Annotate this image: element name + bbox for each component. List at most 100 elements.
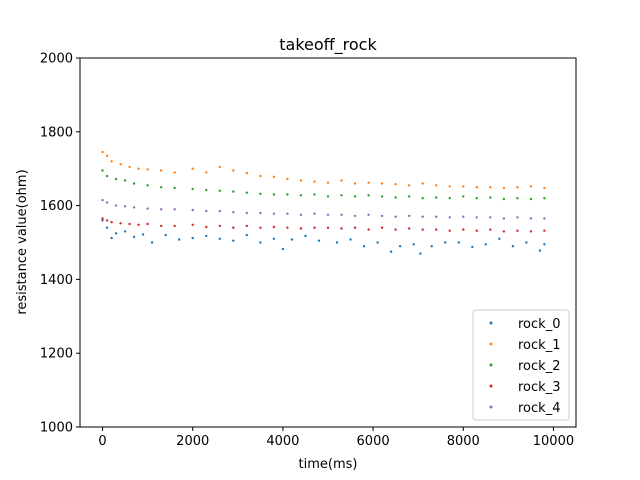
data-point xyxy=(119,163,122,166)
data-point xyxy=(430,245,433,248)
data-point xyxy=(529,217,533,220)
data-point xyxy=(259,174,262,178)
data-point xyxy=(245,211,248,215)
y-tick-label: 1000 xyxy=(40,421,73,436)
data-point xyxy=(525,241,528,244)
data-point xyxy=(516,216,519,219)
data-point xyxy=(484,243,487,246)
data-point xyxy=(394,196,397,199)
data-point xyxy=(160,186,163,189)
data-point xyxy=(290,238,294,241)
plot-frame xyxy=(79,57,577,428)
data-point xyxy=(110,221,113,224)
data-point xyxy=(259,211,262,215)
data-point xyxy=(101,150,104,154)
data-point xyxy=(380,214,384,218)
data-point xyxy=(421,182,424,185)
data-point xyxy=(191,167,194,170)
data-point xyxy=(281,247,285,251)
data-point xyxy=(101,219,104,222)
data-point xyxy=(146,207,149,210)
data-point xyxy=(232,239,235,242)
data-point xyxy=(367,181,370,184)
y-axis-label: resistance value(ohm) xyxy=(15,169,30,314)
data-point xyxy=(543,186,546,190)
data-point xyxy=(114,177,118,181)
data-point xyxy=(326,181,330,184)
data-point xyxy=(218,224,221,228)
data-point xyxy=(272,193,276,196)
y-tick-label: 1400 xyxy=(40,273,73,288)
data-point xyxy=(299,194,303,197)
data-point xyxy=(173,224,176,228)
legend-entry: rock_3 xyxy=(518,380,560,395)
y-tick-label: 1800 xyxy=(40,125,73,140)
data-point xyxy=(489,196,492,199)
data-point xyxy=(205,225,208,229)
data-point xyxy=(462,228,465,231)
data-point xyxy=(502,230,506,233)
data-point xyxy=(502,186,506,190)
data-point xyxy=(543,197,546,200)
data-point xyxy=(132,235,136,239)
data-point xyxy=(529,230,533,233)
series-rock_1 xyxy=(101,150,546,190)
data-point xyxy=(205,234,208,238)
x-axis: 0 2000 4000 6000 8000 10000 xyxy=(98,427,574,449)
data-point xyxy=(326,226,330,229)
data-point xyxy=(516,229,519,232)
data-point xyxy=(259,226,262,229)
data-point xyxy=(150,241,154,244)
data-point xyxy=(299,179,303,182)
data-point xyxy=(340,194,343,197)
x-tick-label: 0 xyxy=(98,434,106,449)
data-point xyxy=(146,168,149,171)
data-point xyxy=(313,212,316,215)
data-point xyxy=(516,197,519,200)
data-point xyxy=(218,189,221,192)
y-tick-label: 1200 xyxy=(40,347,73,362)
y-tick-label: 2000 xyxy=(40,52,73,67)
data-point xyxy=(367,228,370,231)
data-point xyxy=(286,177,289,181)
data-point xyxy=(489,216,492,219)
data-point xyxy=(353,214,357,218)
legend-marker xyxy=(489,363,493,367)
data-point xyxy=(353,226,357,229)
data-point xyxy=(543,229,546,232)
data-point xyxy=(259,192,262,195)
series-rock_4 xyxy=(101,198,546,220)
data-point xyxy=(123,179,127,182)
data-point xyxy=(173,208,176,211)
data-point xyxy=(421,197,424,200)
x-tick-label: 10000 xyxy=(533,434,574,449)
data-point xyxy=(448,229,451,232)
chart-title: takeoff_rock xyxy=(279,35,377,55)
data-point xyxy=(146,222,149,226)
data-point xyxy=(389,250,393,253)
data-point xyxy=(444,241,447,244)
data-point xyxy=(435,228,438,231)
data-point xyxy=(543,217,546,220)
data-point xyxy=(272,225,276,229)
x-tick-label: 2000 xyxy=(176,434,209,449)
data-point xyxy=(105,226,109,229)
data-point xyxy=(408,227,411,230)
data-point xyxy=(462,215,465,218)
data-point xyxy=(394,228,397,231)
data-point xyxy=(376,241,379,244)
data-point xyxy=(232,211,235,214)
data-point xyxy=(101,198,104,202)
data-point xyxy=(475,229,478,232)
data-point xyxy=(412,243,415,246)
data-point xyxy=(435,196,438,199)
legend-marker xyxy=(489,405,493,409)
data-point xyxy=(232,169,235,172)
data-point xyxy=(105,201,109,204)
data-point xyxy=(110,160,113,163)
data-point xyxy=(448,216,451,219)
data-point xyxy=(164,233,167,237)
y-axis: 1000 1200 1400 1600 1800 2000 xyxy=(40,52,80,436)
data-point xyxy=(114,204,118,207)
data-point xyxy=(299,227,303,230)
